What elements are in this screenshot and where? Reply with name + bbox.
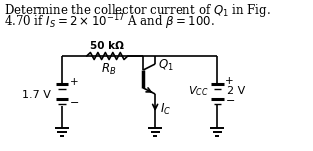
Text: 2 V: 2 V — [227, 87, 245, 96]
Text: 1.7 V: 1.7 V — [22, 90, 51, 100]
Text: +: + — [70, 77, 79, 87]
Text: $Q_1$: $Q_1$ — [158, 57, 174, 72]
Text: $V_{CC}$: $V_{CC}$ — [187, 85, 208, 98]
Text: Determine the collector current of $Q_1$ in Fig.: Determine the collector current of $Q_1$… — [4, 2, 270, 19]
Text: $R_B$: $R_B$ — [101, 62, 117, 77]
Text: 50 kΩ: 50 kΩ — [90, 41, 124, 51]
Text: 4.70 if $I_S = 2 \times 10^{-17}$ A and $\beta = 100$.: 4.70 if $I_S = 2 \times 10^{-17}$ A and … — [4, 12, 214, 32]
Text: −: − — [70, 98, 80, 108]
Text: $I_C$: $I_C$ — [160, 101, 171, 117]
Text: +: + — [225, 76, 234, 86]
Text: −: − — [225, 96, 235, 106]
